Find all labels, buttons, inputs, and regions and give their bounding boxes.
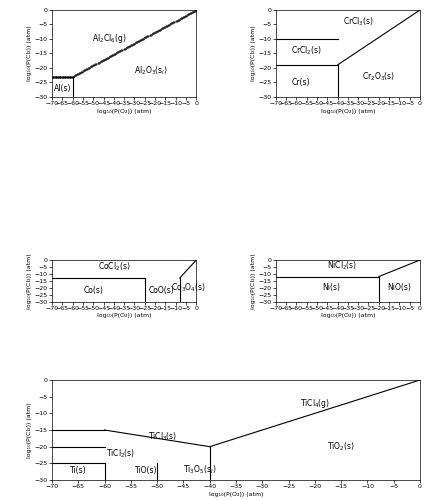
- Text: TiCl$_3$(s): TiCl$_3$(s): [148, 430, 177, 443]
- X-axis label: log₁₀(P(O₂)) (atm): log₁₀(P(O₂)) (atm): [320, 108, 375, 114]
- Text: Al(s): Al(s): [54, 84, 71, 92]
- Text: TiO(s): TiO(s): [136, 466, 158, 474]
- X-axis label: log₁₀(P(O₂)) (atm): log₁₀(P(O₂)) (atm): [209, 492, 263, 497]
- Text: Cr(s): Cr(s): [291, 78, 310, 87]
- Text: CrCl$_3$(s): CrCl$_3$(s): [343, 16, 374, 28]
- Text: Ti$_3$O$_5$(s$_l$): Ti$_3$O$_5$(s$_l$): [182, 464, 216, 476]
- X-axis label: log₁₀(P(O₂)) (atm): log₁₀(P(O₂)) (atm): [320, 314, 375, 318]
- Y-axis label: log₁₀(P(Cl₂)) (atm): log₁₀(P(Cl₂)) (atm): [251, 253, 255, 308]
- Text: TiCl$_2$(s): TiCl$_2$(s): [106, 447, 135, 460]
- Y-axis label: log₁₀(P(Cl₂)) (atm): log₁₀(P(Cl₂)) (atm): [27, 402, 32, 458]
- Text: TiCl$_4$(g): TiCl$_4$(g): [300, 397, 330, 410]
- X-axis label: log₁₀(P(O₂)) (atm): log₁₀(P(O₂)) (atm): [97, 314, 152, 318]
- Text: Al$_2$Cl$_6$(g): Al$_2$Cl$_6$(g): [93, 32, 127, 46]
- Y-axis label: log₁₀(P(Cl₂)) (atm): log₁₀(P(Cl₂)) (atm): [251, 26, 255, 81]
- Y-axis label: log₁₀(P(Cl₂)) (atm): log₁₀(P(Cl₂)) (atm): [27, 26, 32, 81]
- Y-axis label: log₁₀(P(Cl₂)) (atm): log₁₀(P(Cl₂)) (atm): [27, 253, 32, 308]
- Text: Ti(s): Ti(s): [70, 466, 87, 474]
- X-axis label: log₁₀(P(O₂)) (atm): log₁₀(P(O₂)) (atm): [97, 108, 152, 114]
- Text: TiO$_2$(s): TiO$_2$(s): [327, 440, 355, 453]
- Text: Co(s): Co(s): [83, 286, 103, 295]
- Text: Al$_2$O$_3$(s$_l$): Al$_2$O$_3$(s$_l$): [134, 64, 168, 77]
- Text: CrCl$_2$(s): CrCl$_2$(s): [291, 44, 322, 57]
- Text: CoO(s): CoO(s): [149, 286, 174, 295]
- Text: NiO(s): NiO(s): [388, 283, 411, 292]
- Text: CoCl$_2$(s): CoCl$_2$(s): [97, 260, 130, 273]
- Text: Ni(s): Ni(s): [322, 283, 340, 292]
- Text: Co$_3$O$_4$(s): Co$_3$O$_4$(s): [171, 282, 205, 294]
- Text: NiCl$_2$(s): NiCl$_2$(s): [326, 260, 357, 272]
- Text: Cr$_2$O$_3$(s): Cr$_2$O$_3$(s): [362, 70, 395, 83]
